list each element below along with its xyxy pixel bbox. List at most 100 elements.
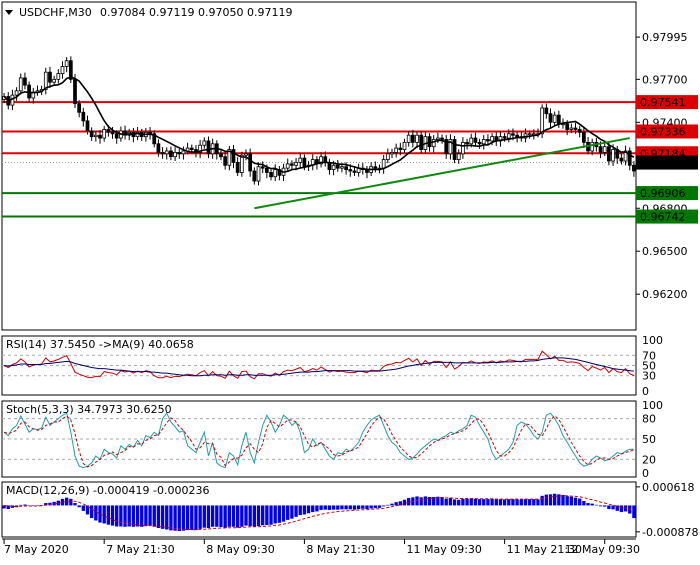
rsi-tick-label: 100 xyxy=(642,334,663,347)
macd-histogram-bar xyxy=(98,505,102,523)
current-price-box xyxy=(636,155,698,170)
macd-histogram-bar xyxy=(323,505,327,510)
macd-histogram-bar xyxy=(302,505,307,515)
candle-body xyxy=(106,129,111,133)
candle-body xyxy=(260,166,265,169)
time-tick-label: 11 May 09:30 xyxy=(407,543,482,556)
level-price-label: 0.97541 xyxy=(640,96,686,109)
candle-body xyxy=(93,134,98,138)
macd-histogram-bar xyxy=(452,499,457,506)
candle-body xyxy=(89,130,94,138)
macd-tick-label: 0.000618 xyxy=(642,481,695,494)
candle-body xyxy=(502,136,507,139)
rsi-tick-label: 30 xyxy=(642,370,656,383)
candle-body xyxy=(419,134,424,150)
macd-histogram-bar xyxy=(127,505,131,527)
candle-body xyxy=(590,141,595,152)
macd-histogram-bar xyxy=(427,497,432,506)
macd-histogram-bar xyxy=(223,505,227,528)
macd-histogram-bar xyxy=(331,505,336,510)
macd-histogram-bar xyxy=(23,504,27,506)
macd-histogram-bar xyxy=(64,497,69,506)
macd-histogram-bar xyxy=(477,499,482,506)
candle-body xyxy=(602,146,607,153)
candle-body xyxy=(352,170,357,173)
candle-body xyxy=(235,162,240,173)
ohlc-readout: 0.97084 0.97119 0.97050 0.97119 xyxy=(100,6,292,19)
candle-body xyxy=(277,169,282,176)
candle-body xyxy=(164,150,169,155)
macd-histogram-bar xyxy=(603,505,607,507)
macd-histogram-bar xyxy=(552,493,557,506)
macd-histogram-bar xyxy=(261,505,265,526)
macd-histogram-bar xyxy=(94,505,98,521)
macd-histogram-bar xyxy=(373,505,377,509)
candle-body xyxy=(227,149,232,166)
macd-histogram-bar xyxy=(269,505,273,525)
candle-body xyxy=(373,166,378,169)
candle-body xyxy=(169,150,173,158)
macd-histogram-bar xyxy=(377,505,382,508)
macd-histogram-bar xyxy=(340,505,344,510)
macd-histogram-bar xyxy=(85,505,90,515)
macd-histogram-bar xyxy=(436,496,440,506)
macd-histogram-bar xyxy=(502,499,507,506)
candle-body xyxy=(219,153,223,158)
candle-body xyxy=(85,120,90,132)
candle-body xyxy=(206,140,211,155)
macd-histogram-bar xyxy=(240,505,244,527)
macd-histogram-bar xyxy=(527,499,532,506)
stoch-tick-label: 50 xyxy=(642,433,656,446)
macd-histogram-bar xyxy=(632,505,636,519)
candle-body xyxy=(223,156,228,166)
stoch-tick-label: 80 xyxy=(642,413,656,426)
candle-body xyxy=(152,133,157,145)
candle-body xyxy=(56,73,61,80)
macd-histogram-bar xyxy=(235,505,240,528)
macd-histogram-bar xyxy=(482,499,486,506)
stoch-series-line xyxy=(3,412,634,469)
candle-body xyxy=(623,150,628,162)
macd-histogram-bar xyxy=(369,505,373,509)
rsi-tick-label: 0 xyxy=(642,385,649,398)
macd-histogram-bar xyxy=(344,505,348,510)
macd-histogram-bar xyxy=(177,505,181,531)
candle-body xyxy=(73,78,77,105)
trendline xyxy=(254,137,630,210)
macd-histogram-bar xyxy=(81,505,86,511)
candle-body xyxy=(348,169,353,172)
candle-body xyxy=(81,111,86,122)
candle-body xyxy=(302,157,307,168)
stoch-series-line xyxy=(3,415,635,468)
candle-body xyxy=(18,77,23,92)
macd-histogram-bar xyxy=(532,499,536,506)
candle-body xyxy=(156,143,161,153)
candle-body xyxy=(486,139,490,142)
candle-body xyxy=(64,60,69,67)
macd-histogram-bar xyxy=(494,499,498,506)
macd-histogram-bar xyxy=(290,505,294,519)
time-tick-label: 8 May 21:30 xyxy=(306,543,374,556)
macd-histogram-bar xyxy=(315,505,319,512)
macd-histogram-bar xyxy=(407,497,411,506)
macd-histogram-bar xyxy=(110,505,115,526)
candle-body xyxy=(298,157,303,163)
price-tick-label: 0.97700 xyxy=(642,73,688,86)
macd-histogram-bar xyxy=(90,505,94,519)
macd-histogram-bar xyxy=(256,505,261,527)
macd-histogram-bar xyxy=(519,499,523,506)
macd-histogram-bar xyxy=(6,505,10,510)
chart-symbol-title: USDCHF,M30 xyxy=(19,6,92,19)
current-price-label: 0.97119 xyxy=(640,157,686,170)
macd-histogram-bar xyxy=(402,499,407,506)
candle-body xyxy=(444,139,449,155)
macd-histogram-bar xyxy=(415,496,419,506)
candle-body xyxy=(252,170,257,182)
candle-body xyxy=(427,136,432,148)
macd-histogram-bar xyxy=(306,505,311,514)
candle-body xyxy=(436,137,440,140)
macd-histogram-bar xyxy=(511,499,515,506)
stoch-tick-label: 0 xyxy=(642,467,649,480)
macd-histogram-bar xyxy=(119,505,123,527)
macd-histogram-bar xyxy=(398,501,403,506)
